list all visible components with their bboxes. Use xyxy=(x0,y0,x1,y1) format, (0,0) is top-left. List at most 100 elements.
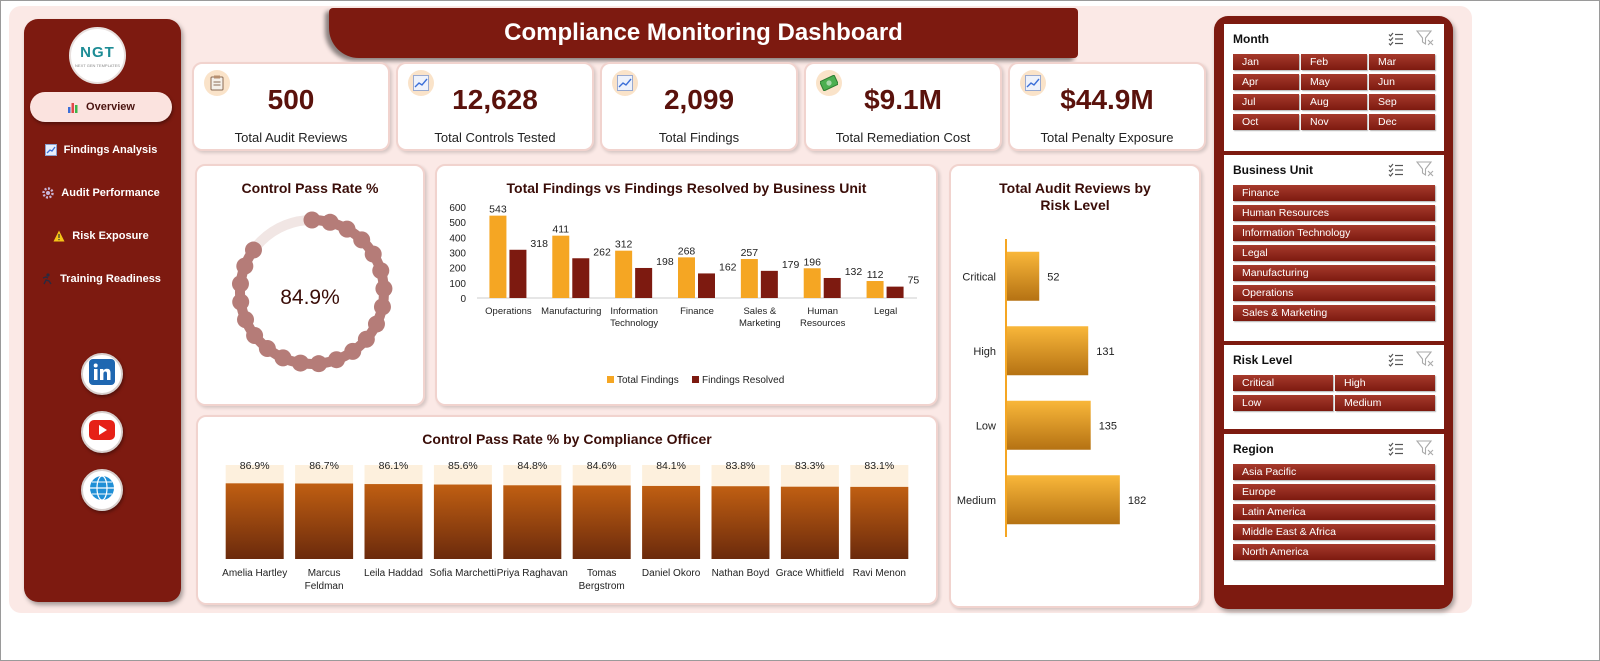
category-label: Operations xyxy=(485,306,532,317)
data-label: 411 xyxy=(552,224,569,236)
slicer-item[interactable]: Apr xyxy=(1233,74,1299,90)
logo-tagline: NEXT GEN TEMPLATES xyxy=(75,62,120,68)
clear-filter-icon[interactable] xyxy=(1415,440,1434,456)
globe-icon xyxy=(89,474,115,506)
slicer-item[interactable]: Dec xyxy=(1369,114,1435,130)
findings-bar-chart: 0 100 200 300 400 500 600 543 318 Operations 411 26… xyxy=(449,203,919,386)
line-chart-icon xyxy=(408,70,434,96)
youtube-button[interactable] xyxy=(81,411,123,453)
linkedin-button[interactable] xyxy=(81,353,123,395)
bar-officer xyxy=(572,485,631,559)
risk-chart-title: Total Audit Reviews by Risk Level xyxy=(951,180,1199,214)
slicer-item[interactable]: Critical xyxy=(1233,375,1333,391)
slicer-item[interactable]: Oct xyxy=(1233,114,1299,130)
clear-filter-icon[interactable] xyxy=(1415,161,1434,177)
logo: NGT NEXT GEN TEMPLATES xyxy=(69,27,126,84)
data-label: 52 xyxy=(1047,271,1059,283)
clear-filter-icon[interactable] xyxy=(1415,30,1434,46)
kpi-label: Total Findings xyxy=(658,130,740,145)
slicer-title: Risk Level xyxy=(1233,353,1293,367)
data-label: 85.6% xyxy=(448,460,478,472)
slicer-item[interactable]: Asia Pacific xyxy=(1233,464,1435,480)
slicer-item[interactable]: Human Resources xyxy=(1233,205,1435,221)
data-label: 543 xyxy=(489,204,507,216)
slicer-item[interactable]: Sales & Marketing xyxy=(1233,305,1435,321)
bar-findings-resolved xyxy=(572,258,590,298)
multi-select-icon[interactable] xyxy=(1388,442,1404,456)
category-label: Sofia Marchetti xyxy=(430,568,497,579)
slicer-item[interactable]: Sep xyxy=(1369,94,1435,110)
risk-chart-title-line2: Risk Level xyxy=(1040,197,1110,213)
category-label: Low xyxy=(976,420,996,432)
data-label: 83.1% xyxy=(864,460,894,472)
website-button[interactable] xyxy=(81,469,123,511)
officer-chart-title: Control Pass Rate % by Compliance Office… xyxy=(422,431,712,447)
slicer-item[interactable]: May xyxy=(1301,74,1367,90)
data-label: 84.1% xyxy=(656,460,686,472)
bar-medium xyxy=(1007,475,1120,525)
multi-select-icon[interactable] xyxy=(1388,163,1404,177)
slicer-item[interactable]: Information Technology xyxy=(1233,225,1435,241)
slicer-item[interactable]: Jun xyxy=(1369,74,1435,90)
gauge-dot xyxy=(274,349,292,367)
gear-icon xyxy=(42,187,54,199)
slicer-business-unit: Business Unit Finance Human Resources Infor… xyxy=(1224,155,1444,341)
slicer-item[interactable]: Finance xyxy=(1233,185,1435,201)
slicer-item[interactable]: Operations xyxy=(1233,285,1435,301)
slicer-item[interactable]: Low xyxy=(1233,395,1333,411)
nav-overview[interactable]: Overview xyxy=(30,92,172,122)
kpi-card-total-findings: 2,099 Total Findings xyxy=(600,62,798,151)
gauge-dot xyxy=(373,298,391,316)
data-label: 182 xyxy=(1128,495,1146,507)
slicer-title: Business Unit xyxy=(1233,163,1314,177)
gauge-dot xyxy=(367,315,385,333)
multi-select-icon[interactable] xyxy=(1388,32,1404,46)
slicer-item[interactable]: Jan xyxy=(1233,54,1299,70)
gauge-title: Control Pass Rate % xyxy=(241,180,379,196)
slicer-item[interactable]: High xyxy=(1335,375,1435,391)
slicer-item[interactable]: North America xyxy=(1233,544,1435,560)
slicer-item[interactable]: Middle East & Africa xyxy=(1233,524,1435,540)
legend-label: Total Findings xyxy=(617,375,679,386)
data-label: 196 xyxy=(803,256,821,268)
kpi-card-audit-reviews: 500 Total Audit Reviews xyxy=(192,62,390,151)
gauge-dot xyxy=(321,213,339,231)
slicer-item[interactable]: Feb xyxy=(1301,54,1367,70)
risk-chart-panel: Total Audit Reviews by Risk Level Critic… xyxy=(949,164,1201,608)
slicer-item[interactable]: Manufacturing xyxy=(1233,265,1435,281)
kpi-value: 500 xyxy=(267,84,315,115)
slicer-item[interactable]: Latin America xyxy=(1233,504,1435,520)
nav-label: Audit Performance xyxy=(61,187,160,199)
slicer-item[interactable]: Mar xyxy=(1369,54,1435,70)
nav-training-readiness[interactable]: Training Readiness xyxy=(30,264,172,294)
bar-officer xyxy=(711,486,770,559)
y-tick-label: 0 xyxy=(460,294,466,305)
category-label: Medium xyxy=(957,495,996,507)
bar-chart-icon xyxy=(67,101,79,113)
category-label: Ravi Menon xyxy=(853,568,906,579)
data-label: 86.1% xyxy=(379,460,409,472)
data-label: 131 xyxy=(1096,346,1114,358)
slicer-item[interactable]: Jul xyxy=(1233,94,1299,110)
gauge-value: 84.9% xyxy=(280,286,340,309)
slicer-item[interactable]: Nov xyxy=(1301,114,1367,130)
money-icon xyxy=(816,70,842,96)
gauge-dot xyxy=(353,231,371,249)
slicer-item[interactable]: Europe xyxy=(1233,484,1435,500)
person-run-icon xyxy=(41,273,53,285)
slicer-item[interactable]: Legal xyxy=(1233,245,1435,261)
gauge-panel: Control Pass Rate % 84.9% xyxy=(195,164,425,406)
multi-select-icon[interactable] xyxy=(1388,353,1404,367)
kpi-label: Total Remediation Cost xyxy=(835,130,971,145)
slicer-item[interactable]: Aug xyxy=(1301,94,1367,110)
y-tick-label: 600 xyxy=(449,203,466,214)
gauge-dot xyxy=(344,342,362,360)
slicer-item[interactable]: Medium xyxy=(1335,395,1435,411)
clear-filter-icon[interactable] xyxy=(1415,351,1434,367)
nav-findings-analysis[interactable]: Findings Analysis xyxy=(30,135,172,165)
category-label: Nathan Boyd xyxy=(712,568,770,579)
nav-audit-performance[interactable]: Audit Performance xyxy=(30,178,172,208)
nav-risk-exposure[interactable]: Risk Exposure xyxy=(30,221,172,251)
bar-findings-resolved xyxy=(635,267,653,298)
legend-swatch xyxy=(692,376,699,383)
